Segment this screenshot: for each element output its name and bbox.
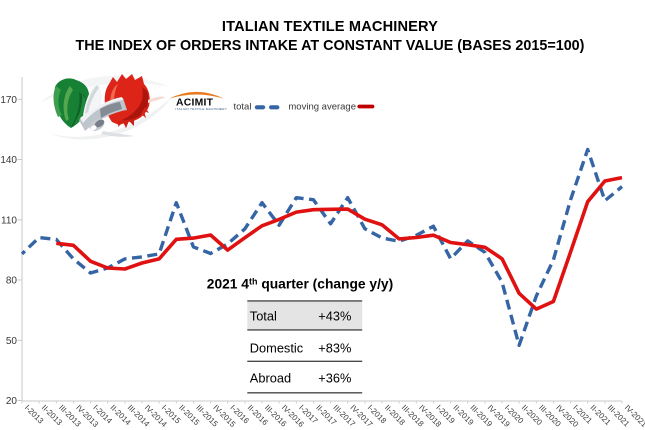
svg-text:total: total xyxy=(234,102,252,113)
svg-text:2021 4th quarter (change y/y): 2021 4th quarter (change y/y) xyxy=(207,277,393,292)
svg-text:20: 20 xyxy=(6,396,18,407)
svg-text:110: 110 xyxy=(1,215,17,226)
svg-text:140: 140 xyxy=(0,155,17,166)
svg-text:ITALIAN TEXTILE MACHINERY: ITALIAN TEXTILE MACHINERY xyxy=(175,107,227,111)
svg-text:80: 80 xyxy=(6,276,18,287)
svg-text:THE INDEX OF ORDERS INTAKE AT: THE INDEX OF ORDERS INTAKE AT CONSTANT V… xyxy=(76,38,585,54)
svg-text:+83%: +83% xyxy=(318,341,351,356)
svg-text:Domestic: Domestic xyxy=(250,341,304,356)
svg-text:ACIMIT: ACIMIT xyxy=(176,98,214,109)
svg-text:Total: Total xyxy=(250,309,277,324)
svg-text:170: 170 xyxy=(0,95,17,106)
svg-text:50: 50 xyxy=(6,336,18,347)
svg-text:+36%: +36% xyxy=(318,371,351,386)
svg-text:+43%: +43% xyxy=(318,309,351,324)
svg-text:Abroad: Abroad xyxy=(250,371,291,386)
svg-text:moving average: moving average xyxy=(288,102,356,113)
svg-text:ITALIAN TEXTILE MACHINERY: ITALIAN TEXTILE MACHINERY xyxy=(222,19,438,35)
